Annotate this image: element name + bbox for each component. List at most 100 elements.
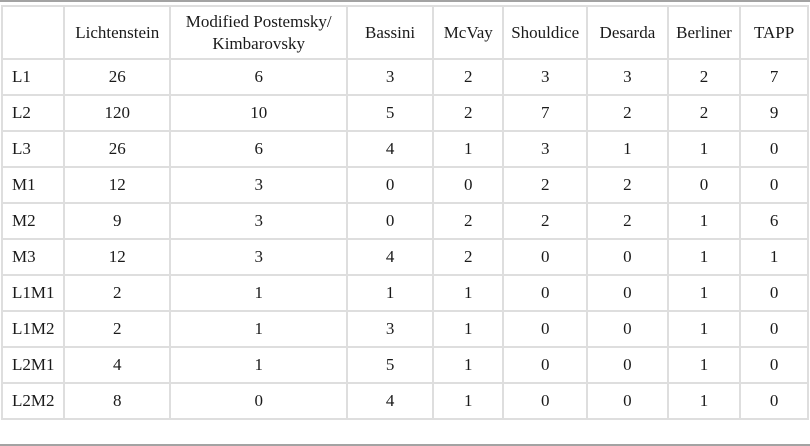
data-cell: 0 <box>739 310 809 348</box>
column-header-cell: Modified Postemsky/ Kimbarovsky <box>169 5 348 60</box>
data-cell: 2 <box>432 202 505 240</box>
table-row: M2 9 3 0 2 2 2 1 6 <box>0 202 809 240</box>
data-cell: 1 <box>666 346 742 384</box>
data-cell: 0 <box>169 382 348 420</box>
data-cell: 1 <box>666 130 742 168</box>
data-cell: 1 <box>432 382 505 420</box>
row-label-cell: M1 <box>0 166 66 204</box>
data-cell: 0 <box>586 346 669 384</box>
data-cell: 0 <box>739 130 809 168</box>
data-cell: 5 <box>345 346 435 384</box>
data-cell: 0 <box>502 382 589 420</box>
row-label-cell: L1 <box>0 58 66 96</box>
data-cell: 26 <box>63 58 172 96</box>
data-cell: 2 <box>666 58 742 96</box>
data-cell: 1 <box>739 238 809 276</box>
data-cell: 1 <box>169 346 348 384</box>
data-cell: 3 <box>169 238 348 276</box>
data-cell: 2 <box>502 202 589 240</box>
data-cell: 3 <box>169 166 348 204</box>
data-cell: 1 <box>432 310 505 348</box>
table-row: L1M2 2 1 3 1 0 0 1 0 <box>0 310 809 348</box>
data-cell: 4 <box>345 382 435 420</box>
column-header-cell: TAPP <box>739 5 809 60</box>
column-header-cell: Lichtenstein <box>63 5 172 60</box>
data-cell: 1 <box>432 346 505 384</box>
table-row: L2M1 4 1 5 1 0 0 1 0 <box>0 346 809 384</box>
data-cell: 2 <box>63 274 172 312</box>
surgical-technique-results-table: Lichtenstein Modified Postemsky/ Kimbarov… <box>0 5 809 420</box>
data-cell: 10 <box>169 94 348 132</box>
column-header-cell: Bassini <box>345 5 435 60</box>
data-cell: 1 <box>169 274 348 312</box>
data-cell: 2 <box>586 94 669 132</box>
data-cell: 1 <box>432 130 505 168</box>
data-cell: 0 <box>345 166 435 204</box>
data-cell: 0 <box>502 274 589 312</box>
row-label-cell: L2M2 <box>0 382 66 420</box>
row-label-cell: L1M1 <box>0 274 66 312</box>
data-cell: 2 <box>666 94 742 132</box>
data-cell: 1 <box>666 382 742 420</box>
data-cell: 0 <box>586 382 669 420</box>
data-cell: 1 <box>666 310 742 348</box>
table-body: L1 26 6 3 2 3 3 2 7 L2 120 10 5 2 7 2 2 9 L3 26 6 4 1 3 1 1 0 M1 12 3… <box>0 58 809 420</box>
data-cell: 9 <box>63 202 172 240</box>
data-cell: 4 <box>63 346 172 384</box>
data-cell: 8 <box>63 382 172 420</box>
data-cell: 0 <box>586 274 669 312</box>
data-cell: 1 <box>586 130 669 168</box>
data-cell: 1 <box>666 202 742 240</box>
data-cell: 3 <box>502 58 589 96</box>
data-cell: 0 <box>502 238 589 276</box>
row-label-cell: L2 <box>0 94 66 132</box>
table-row: L2M2 8 0 4 1 0 0 1 0 <box>0 382 809 420</box>
column-header-cell: Shouldice <box>502 5 589 60</box>
data-cell: 3 <box>345 58 435 96</box>
data-cell: 0 <box>739 346 809 384</box>
data-cell: 0 <box>432 166 505 204</box>
data-cell: 1 <box>345 274 435 312</box>
data-cell: 0 <box>345 202 435 240</box>
table-row: L1M1 2 1 1 1 0 0 1 0 <box>0 274 809 312</box>
data-cell: 2 <box>63 310 172 348</box>
data-cell: 0 <box>502 310 589 348</box>
data-cell: 7 <box>739 58 809 96</box>
table-header-row: Lichtenstein Modified Postemsky/ Kimbarov… <box>0 5 809 60</box>
data-cell: 4 <box>345 238 435 276</box>
data-cell: 0 <box>739 382 809 420</box>
row-label-cell: M3 <box>0 238 66 276</box>
column-header-cell: Berliner <box>666 5 742 60</box>
data-cell: 3 <box>169 202 348 240</box>
row-label-cell: L3 <box>0 130 66 168</box>
column-header-cell: Desarda <box>586 5 669 60</box>
data-cell: 0 <box>739 274 809 312</box>
data-cell: 0 <box>586 310 669 348</box>
table-row: L3 26 6 4 1 3 1 1 0 <box>0 130 809 168</box>
data-cell: 6 <box>169 58 348 96</box>
data-cell: 1 <box>666 238 742 276</box>
data-cell: 2 <box>502 166 589 204</box>
data-cell: 12 <box>63 166 172 204</box>
row-label-cell: L1M2 <box>0 310 66 348</box>
row-label-cell: M2 <box>0 202 66 240</box>
data-cell: 4 <box>345 130 435 168</box>
data-cell: 2 <box>432 58 505 96</box>
data-cell: 0 <box>666 166 742 204</box>
row-label-cell: L2M1 <box>0 346 66 384</box>
data-cell: 5 <box>345 94 435 132</box>
data-cell: 120 <box>63 94 172 132</box>
data-cell: 12 <box>63 238 172 276</box>
table-row: L2 120 10 5 2 7 2 2 9 <box>0 94 809 132</box>
data-cell: 26 <box>63 130 172 168</box>
data-cell: 2 <box>432 238 505 276</box>
data-cell: 9 <box>739 94 809 132</box>
data-cell: 0 <box>586 238 669 276</box>
data-cell: 3 <box>502 130 589 168</box>
table-row: M3 12 3 4 2 0 0 1 1 <box>0 238 809 276</box>
data-cell: 1 <box>432 274 505 312</box>
data-cell: 2 <box>586 166 669 204</box>
column-header-cell: McVay <box>432 5 505 60</box>
data-cell: 1 <box>666 274 742 312</box>
